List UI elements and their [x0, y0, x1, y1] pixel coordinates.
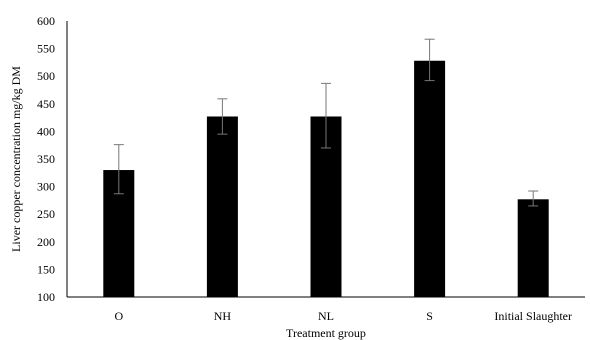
- y-tick-label: 150: [37, 262, 55, 276]
- y-axis-tick-labels: 100 150 200 250 300 350 400 450 500 550 600: [37, 14, 55, 304]
- bar: [517, 199, 549, 297]
- x-axis-tick-labels: O NH NL S Initial Slaughter: [114, 309, 572, 323]
- x-tick-label: S: [426, 309, 433, 323]
- y-axis-title: Liver copper concentration mg/kg DM: [9, 66, 23, 252]
- y-tick-label: 600: [37, 14, 55, 28]
- y-tick-label: 300: [37, 180, 55, 194]
- error-bar: [217, 98, 228, 135]
- y-tick-label: 550: [37, 42, 55, 56]
- bar: [414, 60, 446, 297]
- bar: [206, 116, 238, 297]
- x-tick-label: O: [114, 309, 123, 323]
- x-tick-label: NL: [318, 309, 334, 323]
- y-tick-label: 450: [37, 97, 55, 111]
- y-tick-label: 250: [37, 207, 55, 221]
- y-tick-label: 100: [37, 290, 55, 304]
- error-bar: [424, 38, 435, 82]
- x-tick-label: Initial Slaughter: [494, 309, 572, 323]
- bars-group: [103, 38, 549, 297]
- y-tick-label: 400: [37, 124, 55, 138]
- y-tick-label: 200: [37, 235, 55, 249]
- y-tick-label: 350: [37, 152, 55, 166]
- x-axis-title: Treatment group: [286, 326, 366, 340]
- y-tick-label: 500: [37, 69, 55, 83]
- error-bar: [528, 190, 539, 207]
- error-bar: [321, 82, 331, 149]
- error-bar: [113, 144, 124, 195]
- x-tick-label: NH: [214, 309, 232, 323]
